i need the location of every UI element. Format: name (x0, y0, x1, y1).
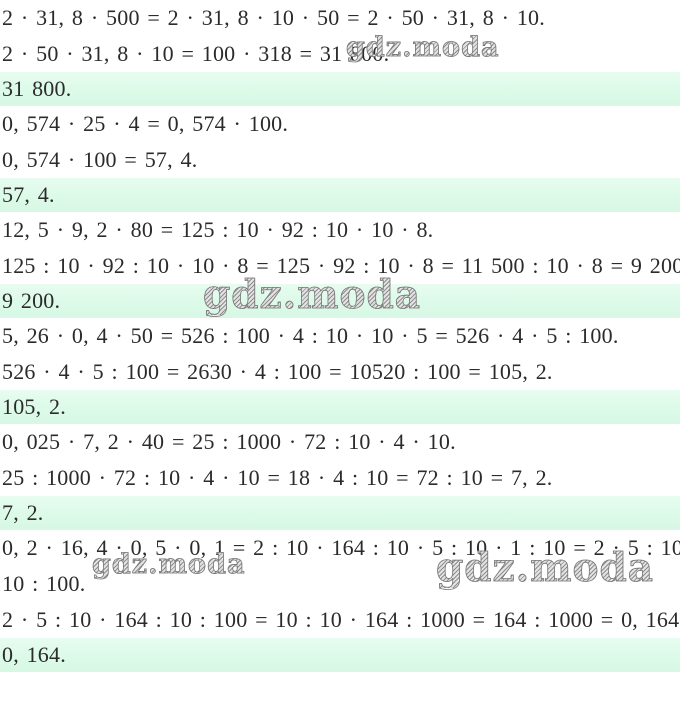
math-line: 2 · 5 : 10 · 164 : 10 : 100 = 10 : 10 · … (2, 607, 680, 632)
answer-row: 31 800. (0, 72, 680, 106)
math-line: 526 · 4 · 5 : 100 = 2630 · 4 : 100 = 105… (2, 359, 553, 384)
math-line: 0, 574 · 25 · 4 = 0, 574 · 100. (2, 111, 289, 136)
math-line: 0, 2 · 16, 4 · 0, 5 · 0, 1 = 2 : 10 · 16… (2, 535, 680, 560)
math-line: 0, 025 · 7, 2 · 40 = 25 : 1000 · 72 : 10… (2, 429, 456, 454)
math-line: 10 : 100. (2, 571, 86, 596)
math-line: 12, 5 · 9, 2 · 80 = 125 : 10 · 92 : 10 ·… (2, 217, 434, 242)
answer-row: 57, 4. (0, 178, 680, 212)
answer-row: 7, 2. (0, 496, 680, 530)
math-line: 2 · 50 · 31, 8 · 10 = 100 · 318 = 31 800… (2, 41, 390, 66)
math-line: 125 : 10 · 92 : 10 · 10 · 8 = 125 · 92 :… (2, 253, 680, 278)
math-line: 5, 26 · 0, 4 · 50 = 526 : 100 · 4 : 10 ·… (2, 323, 619, 348)
answer-row: 105, 2. (0, 390, 680, 424)
math-line: 25 : 1000 · 72 : 10 · 4 · 10 = 18 · 4 : … (2, 465, 553, 490)
answer-row: 9 200. (0, 284, 680, 318)
answer-row: 0, 164. (0, 638, 680, 672)
math-line: 2 · 31, 8 · 500 = 2 · 31, 8 · 10 · 50 = … (2, 5, 545, 30)
math-line: 0, 574 · 100 = 57, 4. (2, 147, 198, 172)
